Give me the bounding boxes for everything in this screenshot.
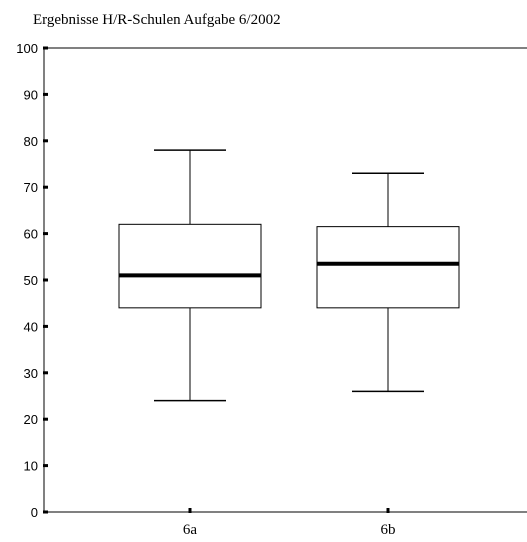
x-tick-label: 6b xyxy=(381,522,396,538)
x-axis: 6a 6b xyxy=(183,508,396,538)
chart-title: Ergebnisse H/R-Schulen Aufgabe 6/2002 xyxy=(33,12,281,28)
box-6b xyxy=(316,172,460,393)
y-tick-label: 0 xyxy=(31,505,38,520)
iqr-box xyxy=(118,223,262,309)
y-tick-label: 40 xyxy=(24,319,38,334)
y-tick-label: 50 xyxy=(24,273,38,288)
y-axis: 0 10 20 30 40 50 60 70 80 90 100 xyxy=(16,41,48,520)
y-tick-label: 100 xyxy=(16,41,38,56)
y-tick-label: 10 xyxy=(24,459,38,474)
y-tick-label: 20 xyxy=(24,412,38,427)
y-tick-label: 30 xyxy=(24,366,38,381)
box-6a xyxy=(118,149,262,402)
boxes xyxy=(118,149,460,402)
y-tick-label: 80 xyxy=(24,134,38,149)
iqr-box xyxy=(316,226,460,309)
y-tick-label: 90 xyxy=(24,87,38,102)
y-tick-label: 70 xyxy=(24,180,38,195)
y-tick-label: 60 xyxy=(24,227,38,242)
x-tick-label: 6a xyxy=(183,522,198,538)
